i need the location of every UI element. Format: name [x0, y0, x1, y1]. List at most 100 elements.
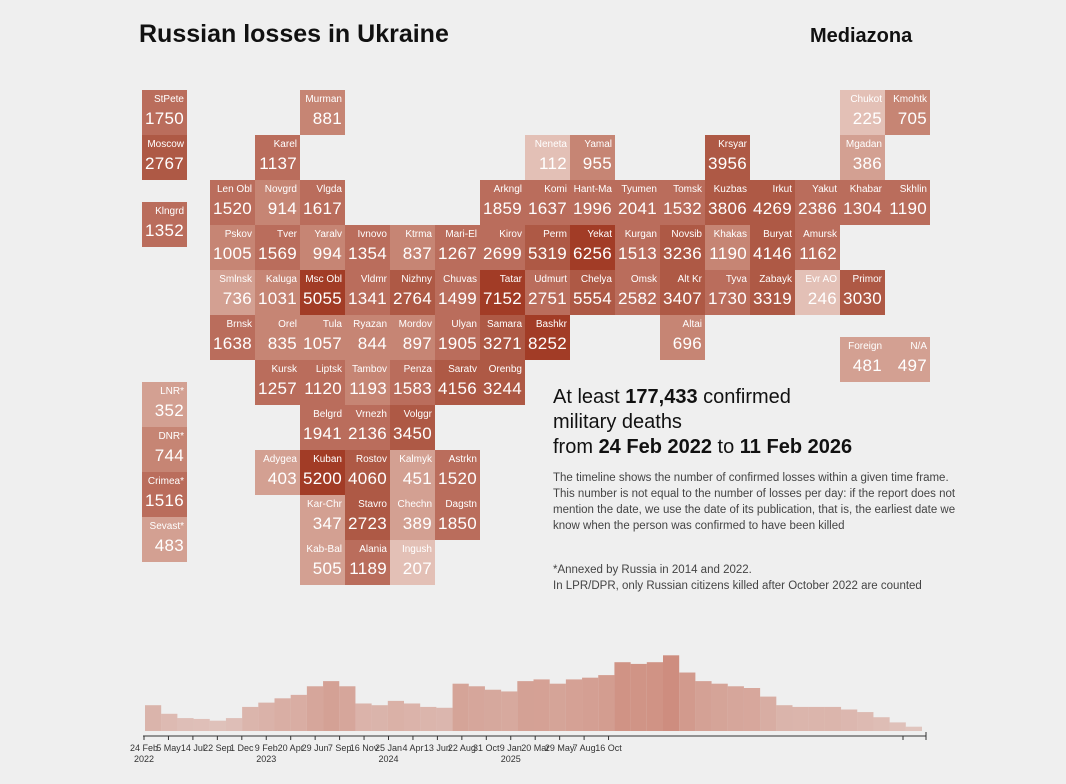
region-tile[interactable]: Karel 1137 [255, 135, 300, 180]
region-tile[interactable]: Khakas 1190 [705, 225, 750, 270]
region-tile[interactable]: Sevast* 483 [142, 517, 187, 562]
region-tile[interactable]: Kurgan 1513 [615, 225, 660, 270]
region-tile[interactable]: Volggr 3450 [390, 405, 435, 450]
region-tile[interactable]: Mari-El 1267 [435, 225, 480, 270]
region-tile[interactable]: Irkut 4269 [750, 180, 795, 225]
region-tile[interactable]: Yaralv 994 [300, 225, 345, 270]
region-tile[interactable]: Hant-Ma 1996 [570, 180, 615, 225]
region-tile[interactable]: Kuzbas 3806 [705, 180, 750, 225]
region-tile[interactable]: Zabayk 3319 [750, 270, 795, 315]
region-tile[interactable]: Tula 1057 [300, 315, 345, 360]
region-tile[interactable]: Kursk 1257 [255, 360, 300, 405]
region-tile[interactable]: Orenbg 3244 [480, 360, 525, 405]
region-tile[interactable]: Chuvas 1499 [435, 270, 480, 315]
region-value: 1583 [392, 379, 432, 398]
region-value: 2723 [347, 514, 387, 533]
region-tile[interactable]: Khabar 1304 [840, 180, 885, 225]
region-tile[interactable]: Vldmr 1341 [345, 270, 390, 315]
region-tile[interactable]: Evr AO 246 [795, 270, 840, 315]
region-tile[interactable]: Kalmyk 451 [390, 450, 435, 495]
region-tile[interactable]: Vlgda 1617 [300, 180, 345, 225]
region-tile[interactable]: Crimea* 1516 [142, 472, 187, 517]
region-tile[interactable]: Kaluga 1031 [255, 270, 300, 315]
region-tile[interactable]: Krsyar 3956 [705, 135, 750, 180]
region-tile[interactable]: Belgrd 1941 [300, 405, 345, 450]
region-tile[interactable]: StPete 1750 [142, 90, 187, 135]
region-name: Amursk [803, 229, 837, 240]
region-tile[interactable]: Stavro 2723 [345, 495, 390, 540]
region-tile[interactable]: Kar-Chr 347 [300, 495, 345, 540]
region-tile[interactable]: Klngrd 1352 [142, 202, 187, 247]
region-tile[interactable]: Brnsk 1638 [210, 315, 255, 360]
region-tile[interactable]: Ktrma 837 [390, 225, 435, 270]
region-tile[interactable]: Tyva 1730 [705, 270, 750, 315]
region-tile[interactable]: Orel 835 [255, 315, 300, 360]
region-tile[interactable]: Len Obl 1520 [210, 180, 255, 225]
region-tile[interactable]: Smlnsk 736 [210, 270, 255, 315]
region-tile[interactable]: Novsib 3236 [660, 225, 705, 270]
region-tile[interactable]: Komi 1637 [525, 180, 570, 225]
region-tile[interactable]: N/A 497 [885, 337, 930, 382]
region-tile[interactable]: Kmohtk 705 [885, 90, 930, 135]
region-tile[interactable]: Penza 1583 [390, 360, 435, 405]
region-tile[interactable]: Kirov 2699 [480, 225, 525, 270]
region-tile[interactable]: Novgrd 914 [255, 180, 300, 225]
region-tile[interactable]: Yakut 2386 [795, 180, 840, 225]
region-tile[interactable]: Tomsk 1532 [660, 180, 705, 225]
region-tile[interactable]: Amursk 1162 [795, 225, 840, 270]
region-tile[interactable]: Chechn 389 [390, 495, 435, 540]
region-name: Len Obl [216, 184, 252, 195]
region-name: Yakut [812, 184, 837, 195]
region-tile[interactable]: Tyumen 2041 [615, 180, 660, 225]
region-tile[interactable]: Mgadan 386 [840, 135, 885, 180]
region-tile[interactable]: Astrkn 1520 [435, 450, 480, 495]
region-tile[interactable]: Skhlin 1190 [885, 180, 930, 225]
region-tile[interactable]: Arkngl 1859 [480, 180, 525, 225]
region-tile[interactable]: Mordov 897 [390, 315, 435, 360]
region-tile[interactable]: Ingush 207 [390, 540, 435, 585]
region-tile[interactable]: Chukot 225 [840, 90, 885, 135]
region-tile[interactable]: Saratv 4156 [435, 360, 480, 405]
region-tile[interactable]: Ivnovo 1354 [345, 225, 390, 270]
region-tile[interactable]: Altai 696 [660, 315, 705, 360]
region-tile[interactable]: Bashkr 8252 [525, 315, 570, 360]
region-tile[interactable]: Alt Kr 3407 [660, 270, 705, 315]
region-tile[interactable]: Murman 881 [300, 90, 345, 135]
region-tile[interactable]: Samara 3271 [480, 315, 525, 360]
region-tile[interactable]: Kab-Bal 505 [300, 540, 345, 585]
region-tile[interactable]: Rostov 4060 [345, 450, 390, 495]
region-tile[interactable]: Neneta 112 [525, 135, 570, 180]
region-tile[interactable]: Ryazan 844 [345, 315, 390, 360]
region-tile[interactable]: Yamal 955 [570, 135, 615, 180]
region-name: Orel [278, 319, 297, 330]
region-tile[interactable]: Yekat 6256 [570, 225, 615, 270]
region-value: 481 [852, 356, 882, 375]
region-tile[interactable]: DNR* 744 [142, 427, 187, 472]
region-tile[interactable]: Liptsk 1120 [300, 360, 345, 405]
region-tile[interactable]: LNR* 352 [142, 382, 187, 427]
region-tile[interactable]: Tver 1569 [255, 225, 300, 270]
region-tile[interactable]: Adygea 403 [255, 450, 300, 495]
region-tile[interactable]: Omsk 2582 [615, 270, 660, 315]
region-tile[interactable]: Foreign 481 [840, 337, 885, 382]
tick-label: 24 Feb [130, 743, 158, 753]
region-tile[interactable]: Tambov 1193 [345, 360, 390, 405]
region-tile[interactable]: Tatar 7152 [480, 270, 525, 315]
region-tile[interactable]: Ulyan 1905 [435, 315, 480, 360]
region-tile[interactable]: Kuban 5200 [300, 450, 345, 495]
region-tile[interactable]: Pskov 1005 [210, 225, 255, 270]
region-tile[interactable]: Udmurt 2751 [525, 270, 570, 315]
region-name: Saratv [448, 364, 477, 375]
region-tile[interactable]: Msc Obl 5055 [300, 270, 345, 315]
region-tile[interactable]: Primor 3030 [840, 270, 885, 315]
region-tile[interactable]: Moscow 2767 [142, 135, 187, 180]
region-tile[interactable]: Nizhny 2764 [390, 270, 435, 315]
region-tile[interactable]: Perm 5319 [525, 225, 570, 270]
headline-text: to [711, 436, 740, 458]
region-tile[interactable]: Alania 1189 [345, 540, 390, 585]
region-name: Orenbg [488, 364, 522, 375]
region-tile[interactable]: Vrnezh 2136 [345, 405, 390, 450]
region-tile[interactable]: Dagstn 1850 [435, 495, 480, 540]
region-tile[interactable]: Buryat 4146 [750, 225, 795, 270]
region-tile[interactable]: Chelya 5554 [570, 270, 615, 315]
